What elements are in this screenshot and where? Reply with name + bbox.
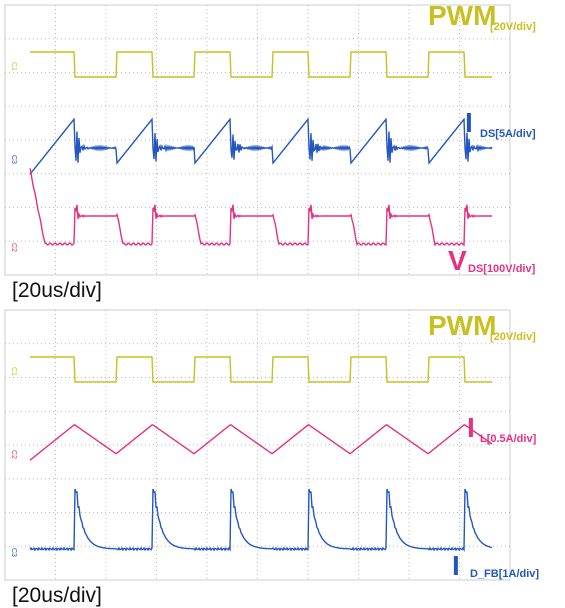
channel-marker: C3 bbox=[10, 548, 17, 557]
channel-scale: DS[100V/div] bbox=[468, 263, 536, 275]
timebase-label: [20us/div] bbox=[12, 279, 102, 302]
channel-name: I bbox=[465, 107, 473, 138]
ids-waveform bbox=[30, 119, 492, 174]
scope-panel: C1 C2 C3 PWM[20V/div] I L[0.5A/div] I D_FB[1A/d… bbox=[5, 310, 539, 607]
channel-marker: C2 bbox=[10, 450, 17, 459]
channel-scale: D_FB[1A/div] bbox=[470, 568, 539, 580]
id-fb-waveform bbox=[30, 489, 492, 550]
channel-marker: C2 bbox=[10, 243, 17, 252]
channel-marker: C1 bbox=[10, 62, 17, 71]
channel-name: PWM bbox=[428, 0, 496, 31]
timebase-label: [20us/div] bbox=[12, 584, 102, 607]
channel-scale: [20V/div] bbox=[490, 21, 536, 33]
channel-name: I bbox=[452, 550, 460, 581]
channel-scale: [20V/div] bbox=[490, 331, 536, 343]
pwm-waveform bbox=[30, 357, 492, 382]
vds-waveform bbox=[30, 168, 492, 245]
channel-marker: C3 bbox=[10, 155, 17, 164]
scope-screenshot: C1C3C2PWM[20V/div]IDS[5A/div]VDS[100V/di… bbox=[0, 0, 565, 608]
channel-scale: L[0.5A/div] bbox=[480, 433, 537, 445]
channel-name: V bbox=[448, 245, 467, 276]
channel-name: I bbox=[467, 412, 475, 443]
channel-marker: C1 bbox=[10, 367, 17, 376]
channel-scale: DS[5A/div] bbox=[480, 128, 536, 140]
channel-name: PWM bbox=[428, 310, 496, 341]
pwm-waveform bbox=[30, 52, 492, 77]
il-waveform bbox=[30, 425, 492, 460]
